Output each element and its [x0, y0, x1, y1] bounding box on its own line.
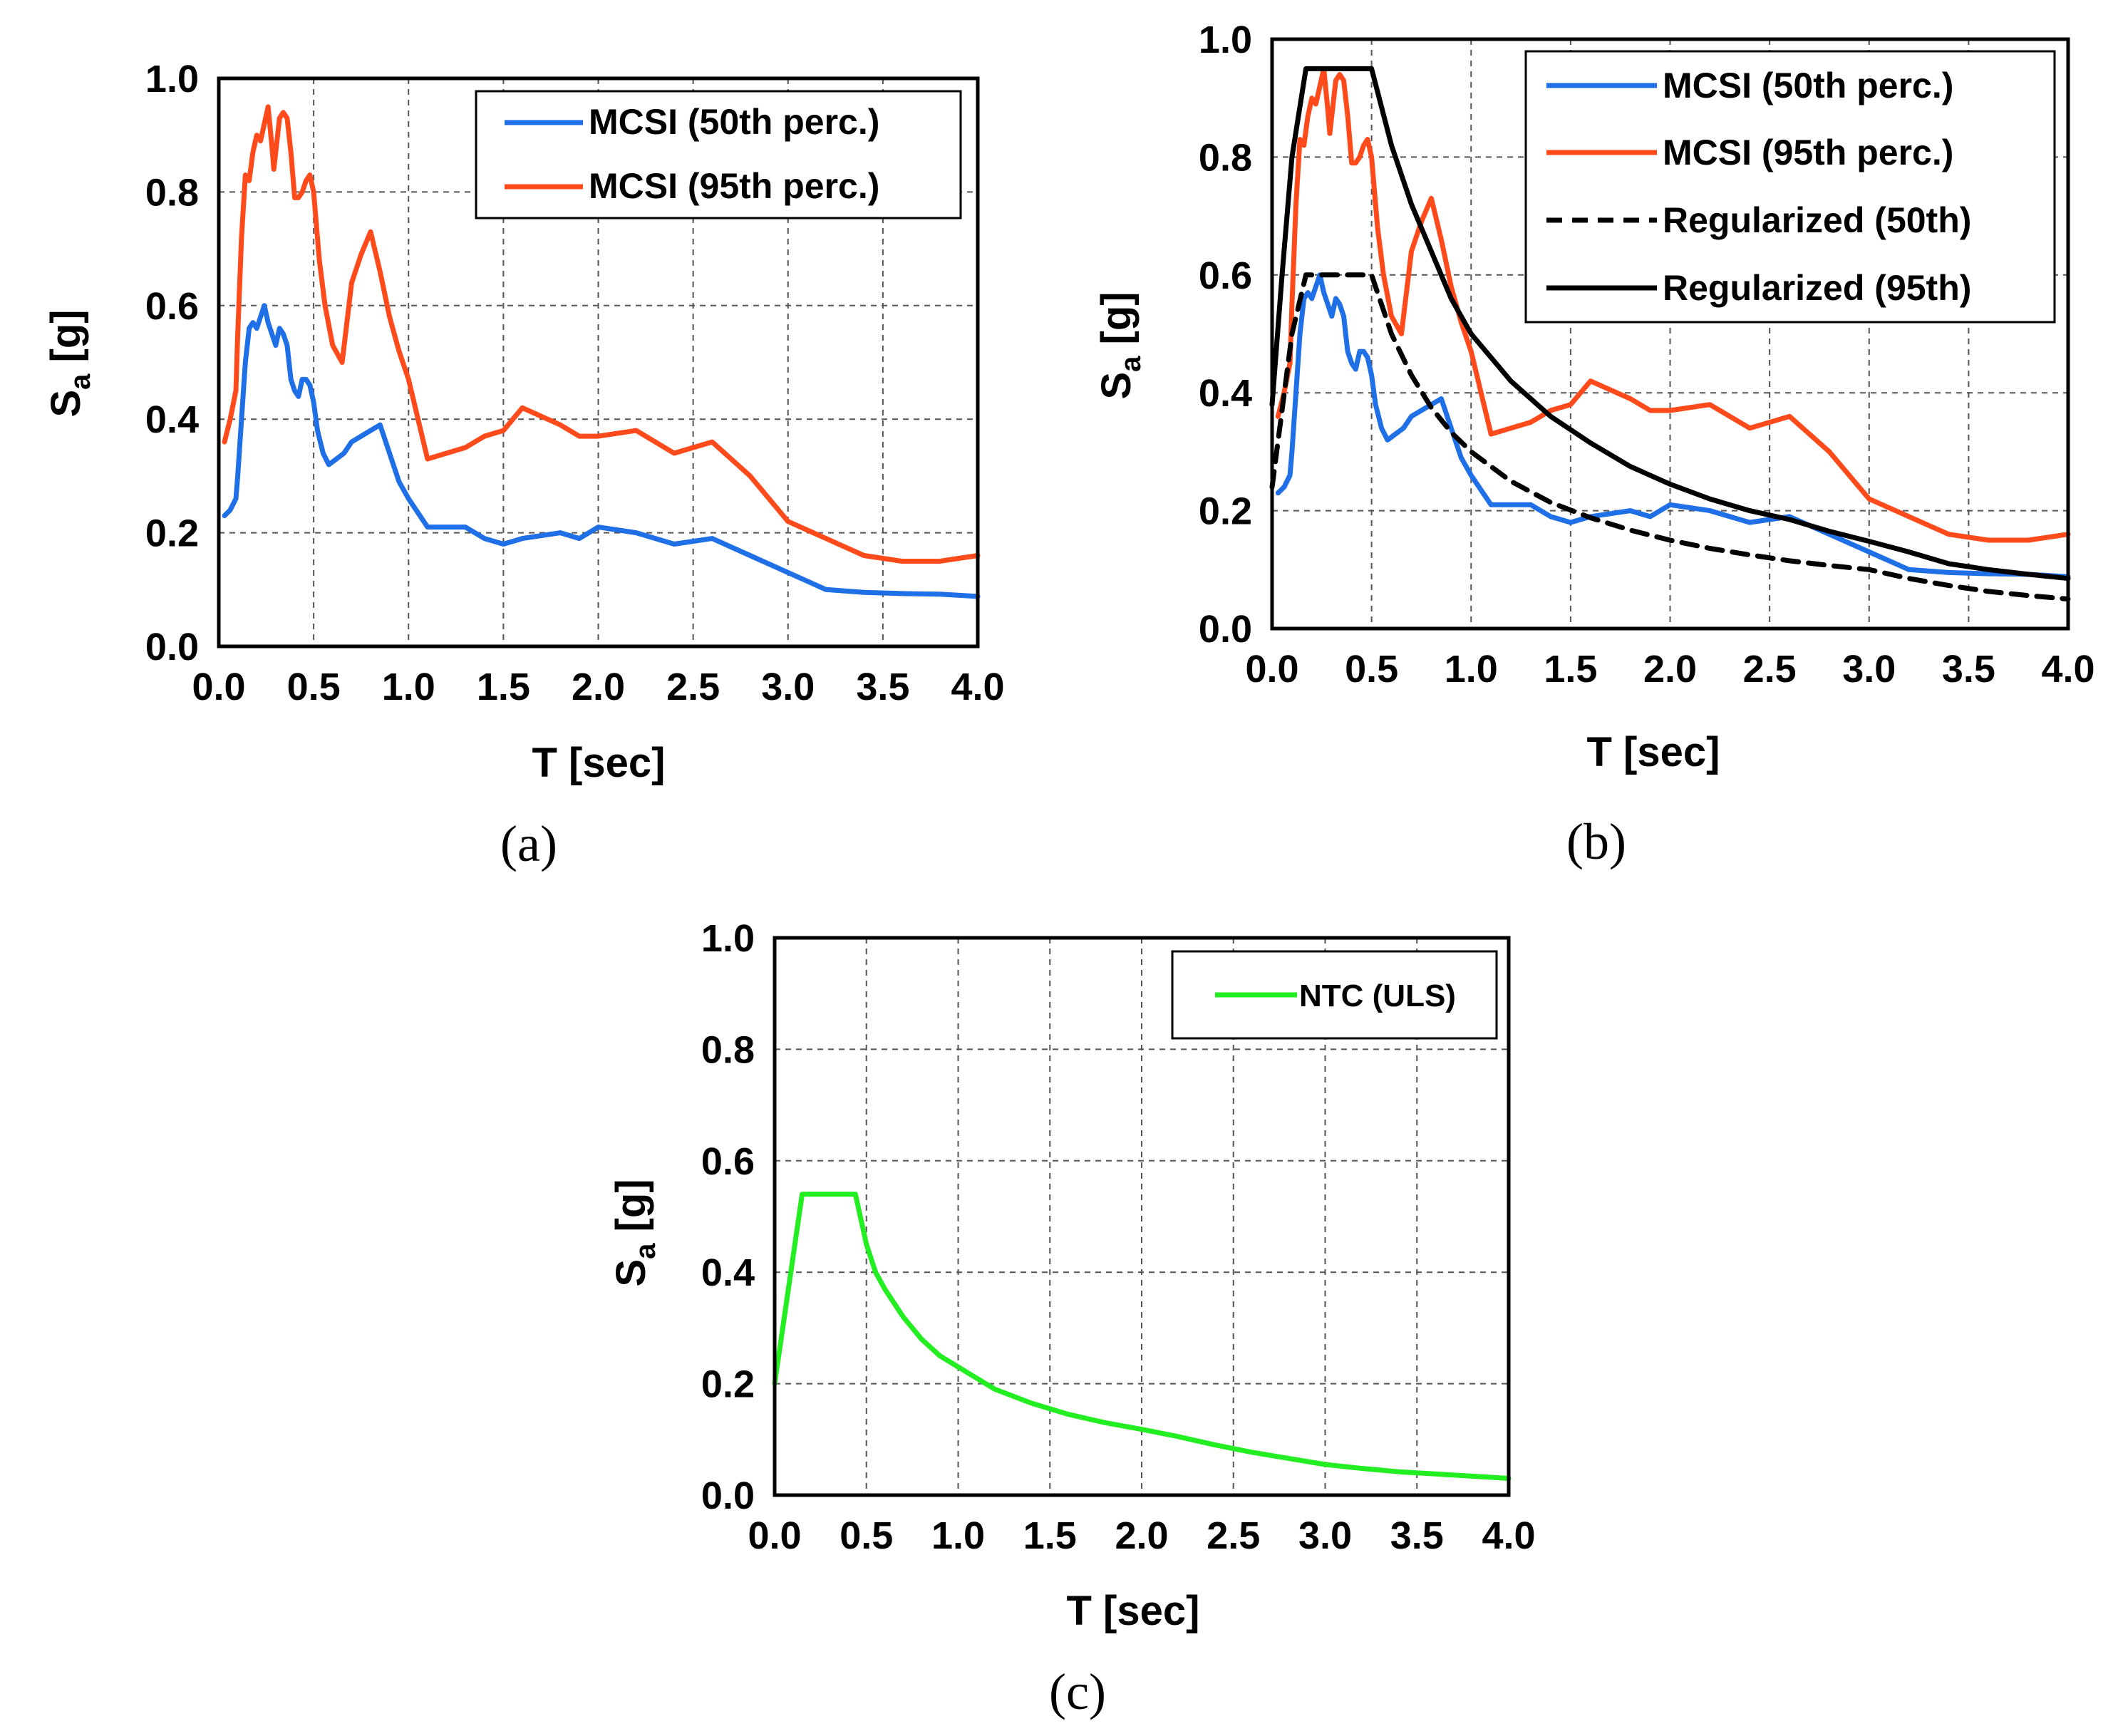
x-tick-label: 4.0 [2041, 648, 2094, 691]
x-tick-label: 1.0 [931, 1514, 985, 1557]
panel-b-series [1269, 66, 2071, 602]
panel-b-legend-label-reg-95th: Regularized (95th) [1663, 268, 1971, 308]
panel-a-legend-box [475, 90, 962, 219]
panel-b: 0.0 0.5 1.0 1.5 2.0 2.5 3.0 3.5 4.0 0.0 0.2 0.4 0.6… [1093, 19, 2095, 870]
panel-c-grid [775, 938, 1509, 1495]
x-tick-label: 4.0 [1482, 1514, 1535, 1557]
y-tick-label: 0.8 [701, 1028, 755, 1071]
y-tick-label: 0.2 [145, 512, 199, 555]
panel-c-legend: NTC (ULS) [1171, 950, 1498, 1040]
x-tick-label: 2.5 [1207, 1514, 1260, 1557]
x-tick-label: 2.0 [572, 666, 625, 708]
series-line-regularized-50th [1269, 272, 2071, 602]
panel-b-y-tick-labels: 0.0 0.2 0.4 0.6 0.8 1.0 [1199, 19, 1252, 651]
x-tick-label: 2.0 [1643, 648, 1697, 691]
y-tick-label: 0.4 [1199, 372, 1252, 415]
y-tick-label: 0.0 [701, 1474, 755, 1517]
series-line-mcsi-50th-perc [222, 303, 981, 599]
y-tick-label: 0.8 [145, 171, 199, 214]
x-tick-label: 2.5 [666, 666, 720, 708]
y-tick-label: 0.8 [1199, 136, 1252, 179]
panel-b-caption: (b) [1566, 813, 1626, 870]
panel-a-x-axis-title: T [sec] [532, 740, 666, 786]
series-line-ntc-uls [772, 1192, 1512, 1481]
panel-c-x-tick-labels: 0.0 0.5 1.0 1.5 2.0 2.5 3.0 3.5 4.0 [748, 1514, 1535, 1557]
x-tick-label: 3.5 [856, 666, 909, 708]
x-tick-label: 3.5 [1942, 648, 1995, 691]
y-tick-label: 0.0 [1199, 608, 1252, 651]
panel-b-plot-frame [1270, 37, 2070, 631]
panel-a-legend-label-50th: MCSI (50th perc.) [589, 102, 879, 142]
x-tick-label: 0.5 [840, 1514, 893, 1557]
y-tick-label: 1.0 [145, 58, 199, 100]
panel-a: 0.0 0.5 1.0 1.5 2.0 2.5 3.0 3.5 4.0 0.0 0.2 0.4 0.6… [43, 58, 1005, 872]
x-tick-label: 1.5 [1544, 648, 1597, 691]
y-tick-label: 1.0 [701, 917, 755, 960]
panel-a-y-axis-title: Sa [g] [43, 309, 96, 417]
x-tick-label: 0.0 [748, 1514, 801, 1557]
x-tick-label: 4.0 [951, 666, 1004, 708]
panel-c-y-axis-title: Sa [g] [608, 1179, 661, 1286]
x-tick-label: 1.0 [1445, 648, 1498, 691]
panel-c-series [772, 1192, 1512, 1481]
panel-c-x-axis-title: T [sec] [1067, 1588, 1200, 1634]
x-tick-label: 2.0 [1115, 1514, 1168, 1557]
panel-b-x-axis-title: T [sec] [1587, 729, 1720, 775]
series-line-mcsi-95th-perc [1275, 66, 2071, 543]
panel-c-plot-frame [773, 936, 1511, 1497]
panel-c-caption: (c) [1049, 1663, 1106, 1720]
panel-c: 0.0 0.5 1.0 1.5 2.0 2.5 3.0 3.5 4.0 0.0 0.2 0.4 0.6… [608, 917, 1536, 1720]
panel-b-legend: MCSI (50th perc.) MCSI (95th perc.) Regu… [1524, 50, 2056, 324]
y-tick-label: 0.0 [145, 626, 199, 668]
x-tick-label: 3.0 [1842, 648, 1896, 691]
x-tick-label: 2.5 [1743, 648, 1797, 691]
panel-b-legend-label-mcsi-95th: MCSI (95th perc.) [1663, 133, 1953, 172]
y-tick-label: 0.2 [701, 1363, 755, 1406]
x-tick-label: 3.5 [1390, 1514, 1444, 1557]
panel-a-y-tick-labels: 0.0 0.2 0.4 0.6 0.8 1.0 [145, 58, 199, 668]
x-tick-label: 0.5 [1345, 648, 1398, 691]
panel-b-legend-label-reg-50th: Regularized (50th) [1663, 200, 1971, 240]
x-tick-label: 3.0 [1298, 1514, 1352, 1557]
x-tick-label: 0.0 [1245, 648, 1298, 691]
x-tick-label: 1.5 [1023, 1514, 1077, 1557]
x-tick-label: 1.0 [382, 666, 435, 708]
x-tick-label: 3.0 [761, 666, 815, 708]
y-tick-label: 0.6 [701, 1140, 755, 1183]
panel-a-legend-label-95th: MCSI (95th perc.) [589, 166, 879, 206]
panel-b-x-tick-labels: 0.0 0.5 1.0 1.5 2.0 2.5 3.0 3.5 4.0 [1245, 648, 2094, 691]
y-tick-label: 0.2 [1199, 490, 1252, 533]
panel-a-caption: (a) [500, 815, 557, 872]
panel-c-y-tick-labels: 0.0 0.2 0.4 0.6 0.8 1.0 [701, 917, 755, 1517]
x-tick-label: 0.0 [192, 666, 245, 708]
panel-b-y-axis-title: Sa [g] [1093, 291, 1147, 399]
y-tick-label: 0.6 [145, 285, 199, 328]
series-line-mcsi-50th-perc [1275, 272, 2071, 579]
x-tick-label: 1.5 [477, 666, 530, 708]
y-tick-label: 0.4 [145, 398, 199, 441]
panel-a-legend: MCSI (50th perc.) MCSI (95th perc.) [475, 90, 962, 219]
series-line-mcsi-95th-perc [222, 104, 981, 564]
y-tick-label: 0.6 [1199, 254, 1252, 297]
panel-a-x-tick-labels: 0.0 0.5 1.0 1.5 2.0 2.5 3.0 3.5 4.0 [192, 666, 1004, 708]
y-tick-label: 1.0 [1199, 19, 1252, 61]
series-line-regularized-95th [1269, 66, 2071, 582]
panel-a-series [222, 104, 981, 599]
y-tick-label: 0.4 [701, 1251, 755, 1294]
x-tick-label: 0.5 [287, 666, 341, 708]
panel-b-legend-box [1524, 50, 2056, 324]
panel-c-legend-label: NTC (ULS) [1299, 978, 1456, 1013]
panel-a-plot-frame [217, 76, 980, 649]
panel-b-legend-label-mcsi-50th: MCSI (50th perc.) [1663, 66, 1953, 105]
